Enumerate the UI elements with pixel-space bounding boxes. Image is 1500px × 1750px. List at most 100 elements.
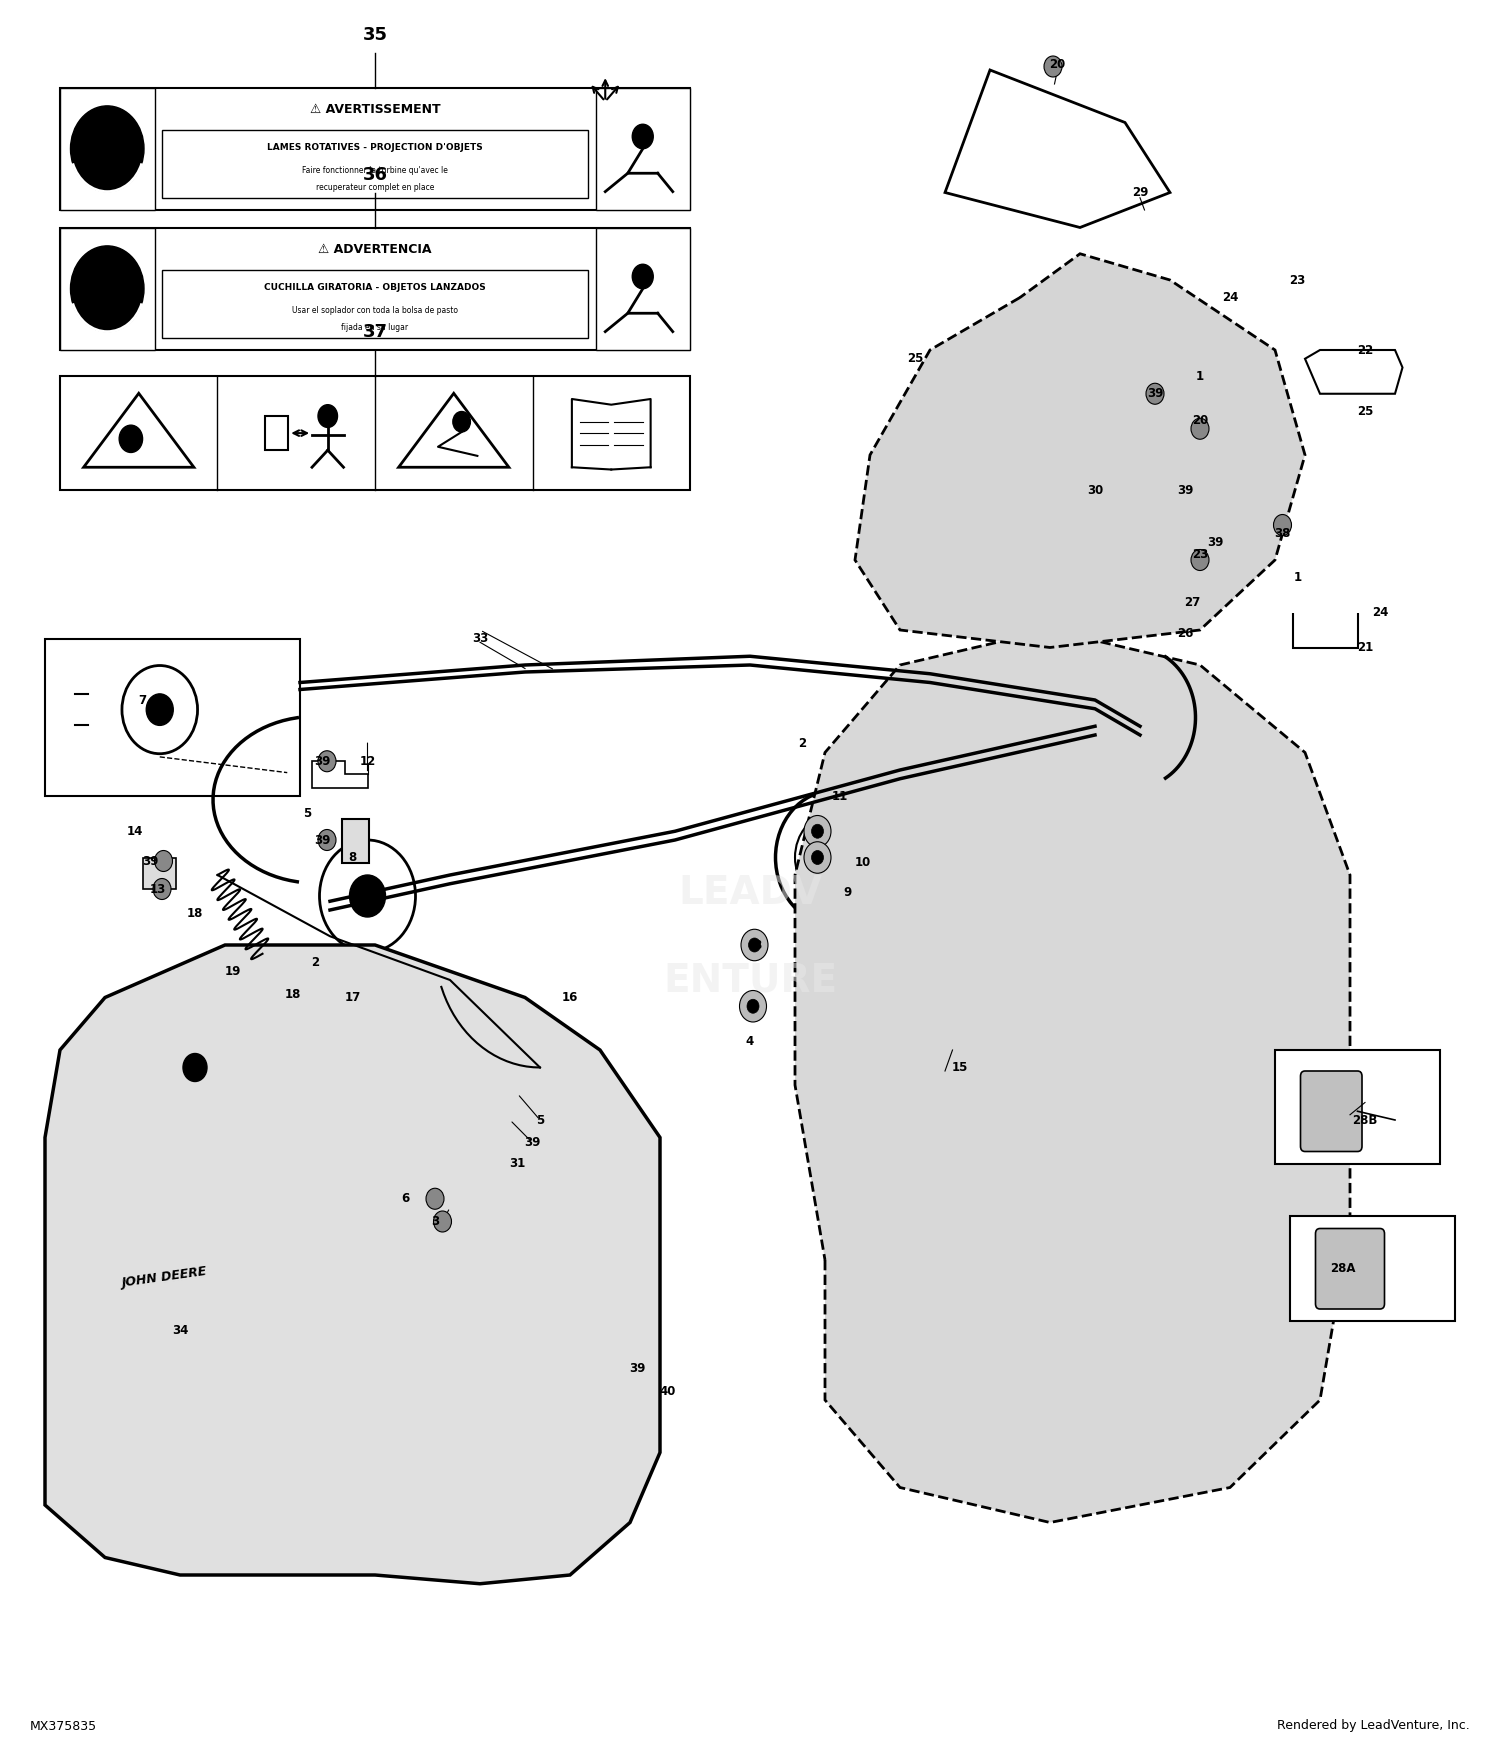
Text: 18: 18 [285,987,300,1001]
Text: 15: 15 [952,1060,968,1074]
Text: CUCHILLA GIRATORIA - OBJETOS LANZADOS: CUCHILLA GIRATORIA - OBJETOS LANZADOS [264,284,486,292]
FancyBboxPatch shape [1275,1050,1440,1164]
FancyBboxPatch shape [45,639,300,796]
Circle shape [748,938,760,952]
Circle shape [741,929,768,961]
Text: 1: 1 [1196,369,1204,383]
Text: 21: 21 [1358,640,1372,654]
FancyBboxPatch shape [596,228,690,350]
Circle shape [426,1188,444,1209]
Text: 36: 36 [363,166,387,184]
Text: 7: 7 [138,693,147,707]
FancyBboxPatch shape [162,131,588,198]
Text: 34: 34 [172,1323,188,1337]
Text: 40: 40 [660,1384,675,1398]
Text: 3: 3 [813,824,822,838]
Circle shape [812,850,824,864]
Circle shape [1274,514,1292,536]
Text: 29: 29 [1132,186,1148,200]
Circle shape [118,425,142,453]
Text: 23: 23 [1290,273,1305,287]
Text: recuperateur complet en place: recuperateur complet en place [316,184,434,192]
Text: Faire fonctionner la turbine qu'avec le: Faire fonctionner la turbine qu'avec le [302,166,448,175]
Circle shape [747,999,759,1013]
Polygon shape [976,892,1035,929]
Text: ⚠ ADVERTENCIA: ⚠ ADVERTENCIA [318,243,432,256]
FancyBboxPatch shape [60,228,154,350]
FancyBboxPatch shape [596,88,690,210]
Text: 20: 20 [1192,413,1208,427]
Text: 2: 2 [798,737,807,751]
Text: ⚠ AVERTISSEMENT: ⚠ AVERTISSEMENT [309,103,441,116]
Text: 17: 17 [345,990,360,1004]
Circle shape [350,875,386,917]
Polygon shape [855,892,886,961]
FancyBboxPatch shape [60,88,690,210]
Text: 20: 20 [1050,58,1065,72]
Text: 32: 32 [352,891,368,905]
Text: 26: 26 [1178,626,1192,640]
Text: 23: 23 [1192,548,1208,562]
Text: 19: 19 [225,964,240,978]
Text: fijada en su lugar: fijada en su lugar [342,324,408,332]
Text: 38: 38 [1275,527,1290,541]
Text: 39: 39 [315,833,330,847]
Text: 25: 25 [1358,404,1372,418]
Circle shape [812,824,824,838]
Text: 3: 3 [430,1214,439,1228]
Text: 16: 16 [562,990,578,1004]
Text: 35: 35 [363,26,387,44]
FancyBboxPatch shape [1290,1216,1455,1321]
Circle shape [1191,550,1209,570]
Circle shape [804,816,831,847]
Text: 33: 33 [472,632,488,646]
Circle shape [154,850,172,872]
Text: 39: 39 [142,854,158,868]
Text: LAMES ROTATIVES - PROJECTION D'OBJETS: LAMES ROTATIVES - PROJECTION D'OBJETS [267,144,483,152]
Text: 39: 39 [1208,536,1222,550]
Text: 14: 14 [128,824,142,838]
Circle shape [633,264,654,289]
Text: 39: 39 [630,1362,645,1376]
Circle shape [318,830,336,850]
Text: 1: 1 [1293,570,1302,584]
Text: LEADV: LEADV [678,873,822,912]
Circle shape [1146,383,1164,404]
FancyBboxPatch shape [162,271,588,338]
Polygon shape [855,1066,913,1102]
Text: 5: 5 [303,807,312,821]
Polygon shape [795,630,1350,1522]
Circle shape [818,840,848,875]
Circle shape [1044,56,1062,77]
Text: 8: 8 [348,850,357,864]
Text: 24: 24 [1222,290,1238,304]
Circle shape [804,842,831,873]
Text: 39: 39 [1148,387,1162,401]
Text: 4: 4 [746,1034,754,1048]
Text: 27: 27 [1185,595,1200,609]
Text: 12: 12 [360,754,375,768]
Text: 39: 39 [315,754,330,768]
Polygon shape [855,254,1305,648]
FancyBboxPatch shape [1316,1228,1384,1309]
Circle shape [433,1211,451,1232]
Text: 18: 18 [188,906,202,920]
FancyBboxPatch shape [264,416,288,450]
Text: 31: 31 [510,1157,525,1171]
Text: 11: 11 [833,789,848,803]
Circle shape [918,966,972,1029]
Text: 24: 24 [1372,606,1388,620]
Circle shape [740,990,766,1022]
FancyBboxPatch shape [60,376,690,490]
Text: 10: 10 [855,856,870,870]
Text: 39: 39 [525,1136,540,1150]
Circle shape [70,107,144,192]
FancyBboxPatch shape [142,858,176,889]
Polygon shape [1004,1034,1035,1102]
Text: 9: 9 [843,886,852,900]
Text: ENTURE: ENTURE [663,961,837,999]
Text: 25: 25 [908,352,922,366]
Text: 5: 5 [536,1113,544,1127]
Text: JOHN DEERE: JOHN DEERE [120,1265,207,1290]
Text: 39: 39 [1178,483,1192,497]
